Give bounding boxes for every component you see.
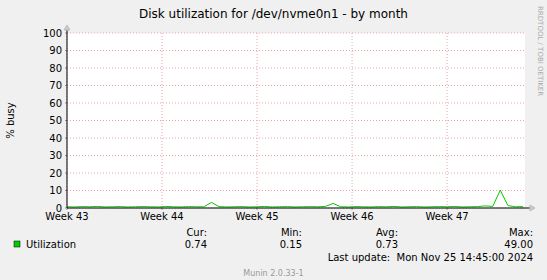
plot-area xyxy=(67,33,525,208)
background xyxy=(0,0,547,280)
grid-line xyxy=(162,33,163,208)
grid-line xyxy=(67,103,525,104)
x-tick-label: Week 47 xyxy=(425,211,468,222)
y-tick-label: 90 xyxy=(49,45,62,56)
x-tick-label: Week 43 xyxy=(45,211,88,222)
y-tick-label: 10 xyxy=(49,185,62,196)
chart: Disk utilization for /dev/nvme0n1 - by m… xyxy=(0,0,547,280)
y-tick-label: 70 xyxy=(49,80,62,91)
grid-line xyxy=(257,33,258,208)
title: Disk utilization for /dev/nvme0n1 - by m… xyxy=(139,7,408,21)
legend-stat-label: Max: xyxy=(509,227,533,238)
y-tick-label: 50 xyxy=(49,115,62,126)
x-axis xyxy=(67,208,531,209)
legend-label: Utilization xyxy=(26,239,76,250)
x-tick-label: Week 44 xyxy=(140,211,183,222)
x-tick-label: Week 45 xyxy=(235,211,278,222)
legend-stat-value: 49.00 xyxy=(504,239,533,250)
grid-line xyxy=(67,138,525,139)
y-axis xyxy=(67,29,68,208)
grid-line xyxy=(67,173,525,174)
legend-stat-label: Min: xyxy=(281,227,302,238)
footer: Munin 2.0.33-1 xyxy=(243,269,303,278)
legend-stat-value: 0.74 xyxy=(185,239,207,250)
legend-stat-value: 0.73 xyxy=(376,239,398,250)
last-update: Last update: Mon Nov 25 14:45:00 2024 xyxy=(328,252,533,263)
series-line xyxy=(67,190,523,207)
grid-line xyxy=(352,33,353,208)
watermark: RRDTOOL / TOBI OETIKER xyxy=(536,6,544,96)
axis-arrow xyxy=(530,205,535,211)
y-axis-label: % busy xyxy=(5,102,16,139)
grid-line xyxy=(67,50,525,51)
legend-stat-label: Avg: xyxy=(376,227,398,238)
y-tick-label: 20 xyxy=(49,168,62,179)
grid-line xyxy=(447,33,448,208)
grid-line xyxy=(67,155,525,156)
grid-line xyxy=(67,68,525,69)
grid-line xyxy=(67,85,525,86)
grid-line xyxy=(67,33,525,34)
series-group xyxy=(67,190,523,207)
y-tick-label: 100 xyxy=(43,28,62,39)
axis-arrow xyxy=(64,25,70,30)
legend-swatch xyxy=(14,241,20,247)
y-tick-label: 30 xyxy=(49,150,62,161)
grid-line xyxy=(67,120,525,121)
y-tick-label: 60 xyxy=(49,98,62,109)
x-tick-label: Week 46 xyxy=(330,211,373,222)
legend-stat-value: 0.15 xyxy=(280,239,302,250)
legend-stat-label: Cur: xyxy=(186,227,207,238)
y-tick-label: 80 xyxy=(49,63,62,74)
y-tick-label: 40 xyxy=(49,133,62,144)
grid-line xyxy=(67,190,525,191)
